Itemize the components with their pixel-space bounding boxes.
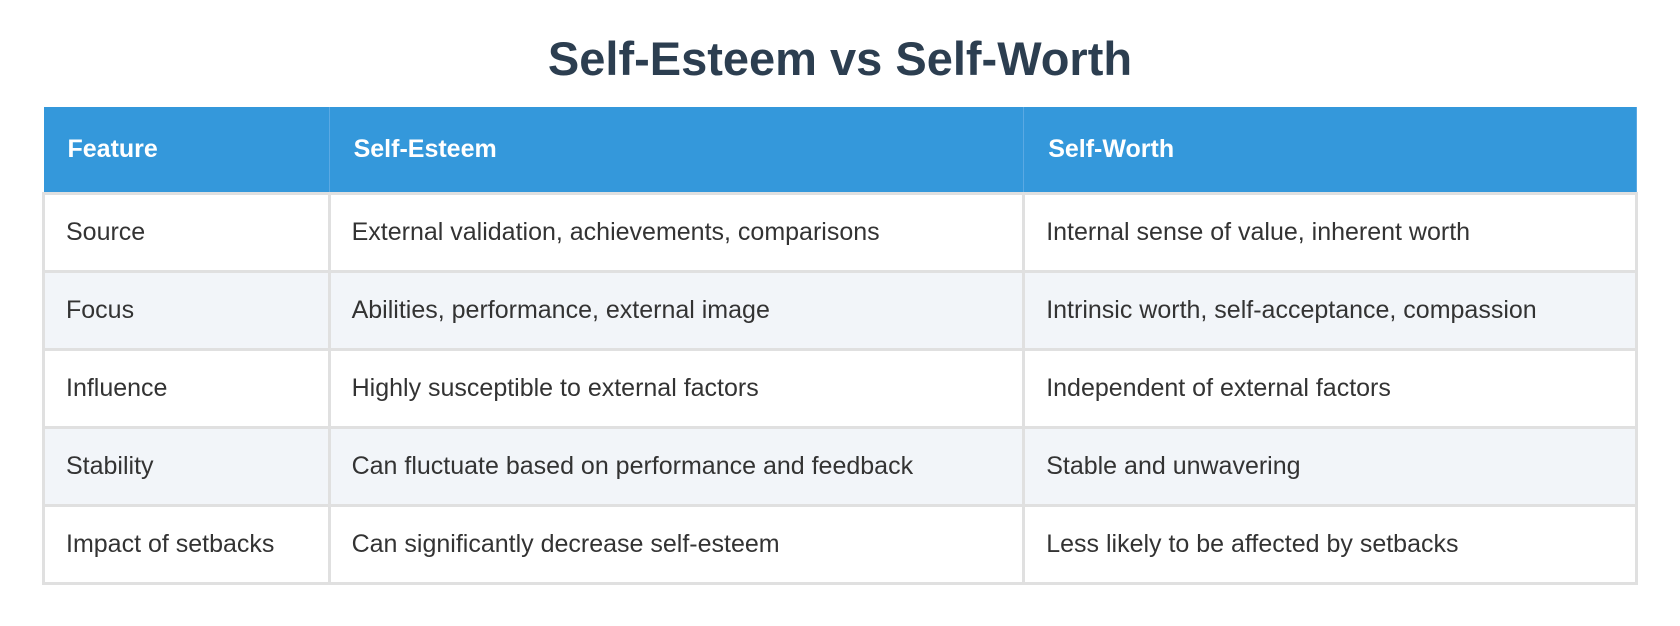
page-title: Self-Esteem vs Self-Worth bbox=[547, 32, 1133, 85]
table-cell: Internal sense of value, inherent worth bbox=[1022, 192, 1638, 273]
table-cell: Independent of external factors bbox=[1022, 348, 1638, 429]
table-row: Impact of setbacks Can significantly decr… bbox=[42, 504, 1638, 585]
table-row: Influence Highly susceptible to external … bbox=[42, 348, 1638, 429]
table-cell: Source bbox=[42, 192, 331, 273]
comparison-table: Feature Self-Esteem Self-Worth Source Exter… bbox=[42, 107, 1638, 585]
table-row: Source External validation, achievements,… bbox=[42, 192, 1638, 273]
header-cell: Self-Esteem bbox=[329, 107, 1025, 194]
table-cell: Highly susceptible to external factors bbox=[327, 348, 1026, 429]
table-row: Focus Abilities, performance, external im… bbox=[42, 270, 1638, 351]
table-row: Stability Can fluctuate based on performa… bbox=[42, 426, 1638, 507]
table-cell: Can significantly decrease self-esteem bbox=[327, 504, 1026, 585]
header-row: Feature Self-Esteem Self-Worth bbox=[43, 107, 1637, 194]
table-cell: Stable and unwavering bbox=[1022, 426, 1638, 507]
table-cell: Influence bbox=[42, 348, 331, 429]
table-cell: Less likely to be affected by setbacks bbox=[1022, 504, 1638, 585]
table-header: Feature Self-Esteem Self-Worth bbox=[43, 107, 1637, 194]
table-cell: Intrinsic worth, self-acceptance, compas… bbox=[1022, 270, 1638, 351]
table-cell: Stability bbox=[42, 426, 331, 507]
table-cell: External validation, achievements, compa… bbox=[327, 192, 1026, 273]
table-body: Source External validation, achievements,… bbox=[42, 192, 1638, 585]
table-cell: Can fluctuate based on performance and f… bbox=[327, 426, 1026, 507]
table-cell: Impact of setbacks bbox=[42, 504, 331, 585]
header-cell: Self-Worth bbox=[1023, 107, 1637, 194]
table-cell: Abilities, performance, external image bbox=[327, 270, 1026, 351]
header-cell: Feature bbox=[43, 107, 330, 194]
table-cell: Focus bbox=[42, 270, 331, 351]
